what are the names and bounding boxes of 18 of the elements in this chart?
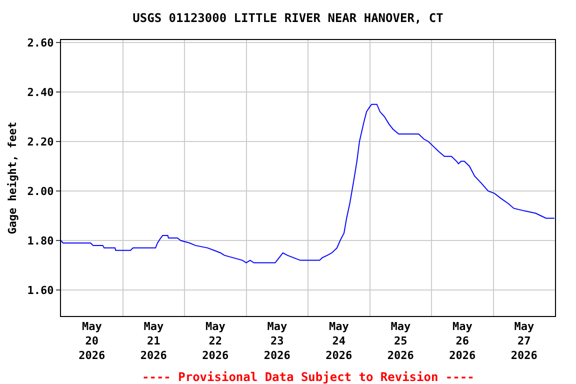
y-tick-label: 2.00 xyxy=(27,184,54,198)
y-tick-label: 2.20 xyxy=(27,135,54,148)
x-tick-label: May 22 2026 xyxy=(202,320,229,362)
y-axis-title: Gage height, feet xyxy=(6,122,19,234)
chart-title: USGS 01123000 LITTLE RIVER NEAR HANOVER, CT xyxy=(132,10,444,25)
y-tick-label: 2.60 xyxy=(27,36,54,50)
x-tick-label: May 24 2026 xyxy=(326,320,352,362)
y-tick-label: 2.40 xyxy=(27,86,54,99)
y-tick-label: 1.60 xyxy=(27,284,54,297)
x-tick-label: May 25 2026 xyxy=(387,320,414,362)
y-tick-label: 1.80 xyxy=(27,234,54,248)
x-tick-label: May 20 2026 xyxy=(78,320,106,362)
x-tick-label: May 23 2026 xyxy=(264,320,291,362)
x-tick-label: May 21 2026 xyxy=(140,320,168,362)
line-series xyxy=(61,104,555,264)
x-tick-label: May 27 2026 xyxy=(510,320,538,362)
x-tick-label: May 26 2026 xyxy=(449,320,476,362)
text: ---- Provisional Data Subject to Revision ---- xyxy=(142,370,474,384)
